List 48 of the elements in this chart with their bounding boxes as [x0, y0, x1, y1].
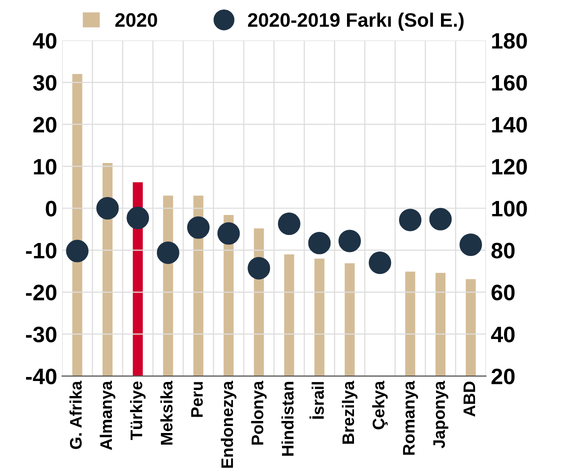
y-tick-label: 10 — [34, 158, 56, 175]
x-tick-label: Polonya — [251, 380, 267, 445]
x-tick-label: Japonya — [433, 380, 448, 448]
x-tick-label: Endonezya — [220, 380, 236, 468]
y2-tick-label: 120 — [492, 158, 527, 175]
y2-tick-label: 180 — [492, 32, 527, 49]
x-tick-label: ABD — [464, 382, 476, 417]
point — [187, 216, 210, 239]
y2-tick-label: 60 — [492, 284, 515, 300]
y-tick-label: 40 — [32, 32, 56, 49]
x-tick-label: Peru — [191, 382, 203, 417]
point — [248, 257, 270, 280]
y-tick-label: -30 — [26, 326, 56, 342]
x-tick-label: Hindistan — [281, 382, 294, 456]
x-tick-label: Çekya — [372, 380, 388, 430]
legend-label: 2020-2019 Farkı (Sol E.) — [248, 12, 464, 31]
point — [96, 197, 119, 220]
y-tick-label: 30 — [33, 74, 56, 91]
point — [460, 234, 482, 256]
point — [399, 208, 422, 232]
x-tick-label: Türkiye — [130, 381, 146, 440]
x-tick-label: Almanya — [100, 380, 116, 450]
y2-tick-label: 20 — [492, 368, 515, 384]
y-tick-label: 0 — [46, 200, 56, 217]
x-tick-label: Romanya — [403, 380, 418, 455]
point — [278, 212, 300, 235]
y2-tick-label: 80 — [491, 242, 515, 258]
point — [308, 232, 331, 254]
point — [156, 241, 180, 264]
legend-label: 2020 — [115, 13, 158, 27]
y2-tick-label: 140 — [492, 116, 527, 133]
x-tick-label: G. Afrika — [70, 380, 82, 450]
y2-tick-label: 160 — [492, 74, 527, 91]
y-tick-label: 20 — [33, 116, 56, 133]
y-tick-label: -40 — [26, 368, 56, 384]
y-tick-label: -10 — [26, 242, 56, 258]
point — [338, 230, 361, 252]
point — [126, 206, 150, 230]
x-tick-label: Meksika — [160, 380, 173, 445]
point — [368, 252, 392, 274]
y2-tick-label: 40 — [491, 326, 515, 342]
point — [66, 240, 89, 262]
point — [429, 208, 452, 230]
y2-tick-label: 100 — [492, 200, 527, 217]
y-tick-label: -20 — [26, 284, 56, 300]
x-tick-label: Brezilya — [342, 380, 358, 444]
x-tick-label: İsrail — [309, 382, 324, 419]
point — [217, 222, 240, 245]
